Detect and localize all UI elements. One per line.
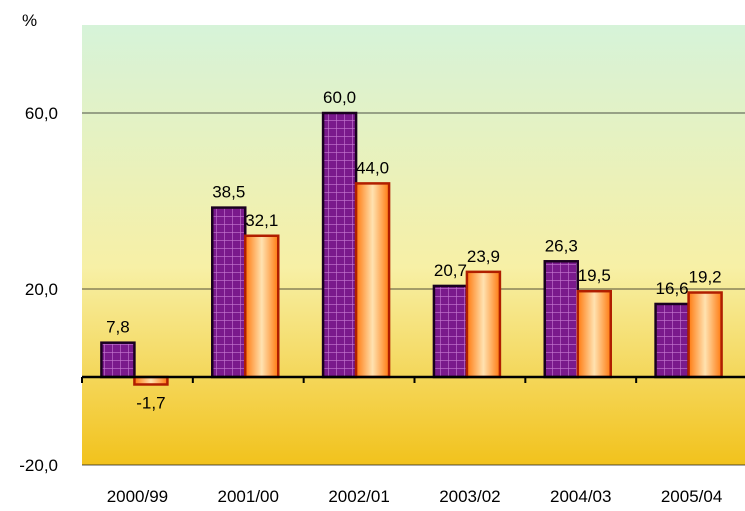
y-tick-label: 60,0 — [25, 104, 58, 123]
value-label: 23,9 — [467, 247, 500, 266]
y-tick-label: 20,0 — [25, 280, 58, 299]
bar-series-2 — [687, 291, 723, 379]
bar-series-1 — [321, 111, 358, 379]
bar-series-1 — [654, 302, 690, 379]
bar-series-1 — [432, 284, 469, 379]
bar-series-2 — [244, 234, 280, 379]
bar-series-1 — [211, 206, 247, 379]
value-label: 16,6 — [656, 279, 689, 298]
x-category-label: 2004/03 — [550, 487, 611, 506]
y-unit-label: % — [22, 11, 37, 30]
x-category-label: 2000/99 — [107, 487, 168, 506]
bar-series-1 — [100, 341, 136, 379]
y-tick-label: -20,0 — [19, 456, 58, 475]
bar-series-1 — [543, 260, 579, 379]
value-label: 38,5 — [212, 183, 245, 202]
bar-series-2 — [465, 270, 502, 379]
bar-series-2 — [576, 289, 612, 379]
value-label: 26,3 — [545, 236, 578, 255]
value-label: 19,5 — [578, 266, 611, 285]
value-label: 32,1 — [245, 211, 278, 230]
x-category-label: 2003/02 — [439, 487, 500, 506]
value-label: -1,7 — [136, 393, 165, 412]
x-category-label: 2002/01 — [328, 487, 389, 506]
x-category-label: 2001/00 — [218, 487, 279, 506]
plot-background — [82, 25, 745, 465]
value-label: 20,7 — [434, 261, 467, 280]
bar-series-2 — [354, 182, 391, 379]
x-category-label: 2005/04 — [661, 487, 722, 506]
value-label: 19,2 — [689, 268, 722, 287]
value-label: 44,0 — [356, 158, 389, 177]
value-label: 60,0 — [323, 88, 356, 107]
value-label: 7,8 — [106, 318, 130, 337]
